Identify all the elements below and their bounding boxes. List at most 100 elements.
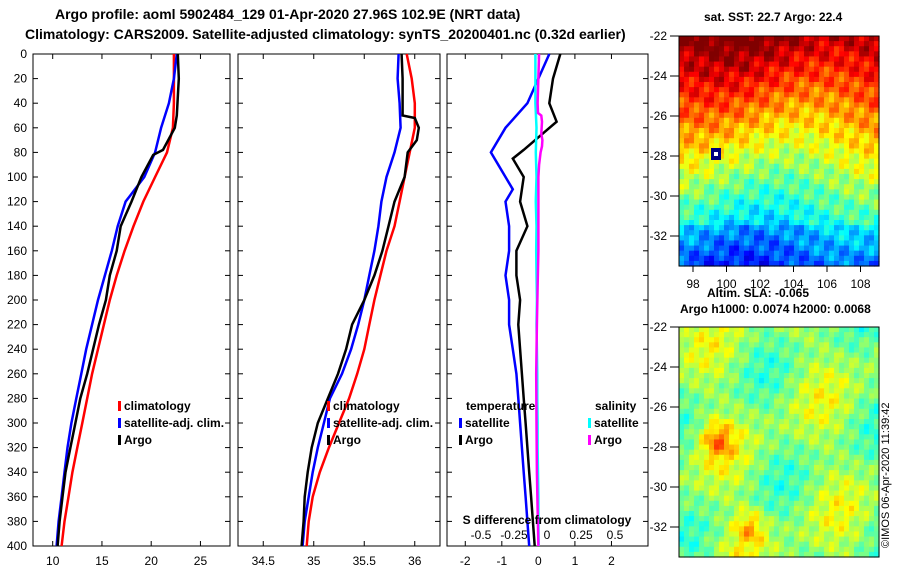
map-cell <box>859 184 865 190</box>
map-cell <box>829 424 835 430</box>
map-cell <box>779 250 785 257</box>
map-cell <box>864 505 870 512</box>
map-cell <box>734 204 740 211</box>
map-cell <box>859 429 865 435</box>
map-cell <box>684 378 690 384</box>
map-cell <box>719 184 725 190</box>
map-cell <box>789 97 795 104</box>
map-cell <box>844 434 850 441</box>
map-cell <box>739 531 745 538</box>
map-cell <box>734 357 740 364</box>
map-cell <box>819 133 825 139</box>
map-cell <box>714 403 720 410</box>
map-cell <box>709 551 715 558</box>
map-cell <box>804 373 810 379</box>
map-cell <box>809 347 815 354</box>
map-cell <box>759 465 765 471</box>
map-cell <box>694 230 700 236</box>
map-cell <box>684 92 690 98</box>
map-cell <box>679 66 685 73</box>
map-cell <box>859 102 865 109</box>
map-cell <box>789 184 795 190</box>
map-cell <box>869 465 875 471</box>
map-cell <box>689 511 695 517</box>
map-cell <box>734 153 740 160</box>
map-cell <box>714 260 720 267</box>
map-cell <box>869 546 875 553</box>
map-cell <box>839 459 845 466</box>
map-cell <box>804 41 810 47</box>
map-cell <box>694 199 700 206</box>
map-cell <box>734 112 740 119</box>
map-cell <box>839 511 845 517</box>
map-cell <box>679 240 685 247</box>
map-cell <box>874 378 880 384</box>
map-cell <box>704 429 710 435</box>
map-cell <box>849 357 855 364</box>
map-cell <box>769 255 775 262</box>
map-cell <box>749 495 755 502</box>
map-cell <box>699 143 705 150</box>
map-cell <box>839 112 845 119</box>
map-cell <box>694 511 700 517</box>
map-cell <box>869 536 875 543</box>
map-cell <box>869 209 875 216</box>
map-cell <box>819 357 825 364</box>
map-cell <box>859 490 865 497</box>
map-cell <box>749 383 755 389</box>
map-cell <box>849 209 855 216</box>
map-cell <box>729 541 735 548</box>
map-cell <box>709 367 715 374</box>
map-cell <box>769 220 775 226</box>
map-cell <box>679 551 685 558</box>
map-cell <box>699 485 705 492</box>
map-cell <box>869 541 875 548</box>
map-cell <box>859 511 865 517</box>
map-cell <box>874 536 880 543</box>
map-cell <box>739 413 745 420</box>
map-cell <box>704 516 710 522</box>
map-cell <box>839 66 845 73</box>
map-cell <box>714 240 720 247</box>
map-cell <box>789 357 795 364</box>
map-cell <box>844 470 850 476</box>
map-cell <box>714 393 720 400</box>
map-cell <box>824 51 830 58</box>
map-cell <box>844 36 850 42</box>
map-cell <box>799 347 805 354</box>
map-cell <box>814 117 820 124</box>
map-cell <box>769 112 775 119</box>
map-cell <box>819 419 825 425</box>
map-cell <box>739 536 745 543</box>
map-cell <box>779 76 785 83</box>
map-cell <box>699 403 705 410</box>
map-cell <box>724 419 730 425</box>
map-cell <box>784 36 790 42</box>
map-cell <box>824 546 830 553</box>
map-cell <box>774 342 780 349</box>
map-cell <box>754 526 760 533</box>
map-cell <box>774 383 780 389</box>
map-cell <box>859 378 865 384</box>
map-cell <box>714 500 720 507</box>
map-cell <box>814 505 820 512</box>
map-cell <box>734 36 740 42</box>
map-cell <box>694 408 700 415</box>
map-cell <box>714 419 720 425</box>
map-cell <box>804 521 810 527</box>
map-cell <box>714 475 720 481</box>
map-cell <box>854 163 860 170</box>
map-cell <box>859 393 865 400</box>
map-cell <box>694 51 700 58</box>
map-cell <box>704 332 710 338</box>
map-cell <box>779 511 785 517</box>
map-cell <box>859 250 865 257</box>
map-cell <box>684 71 690 78</box>
map-cell <box>814 230 820 236</box>
map-cell <box>689 209 695 216</box>
map-cell <box>739 403 745 410</box>
map-cell <box>729 408 735 415</box>
map-cell <box>854 209 860 216</box>
map-cell <box>794 240 800 247</box>
map-cell <box>684 480 690 487</box>
